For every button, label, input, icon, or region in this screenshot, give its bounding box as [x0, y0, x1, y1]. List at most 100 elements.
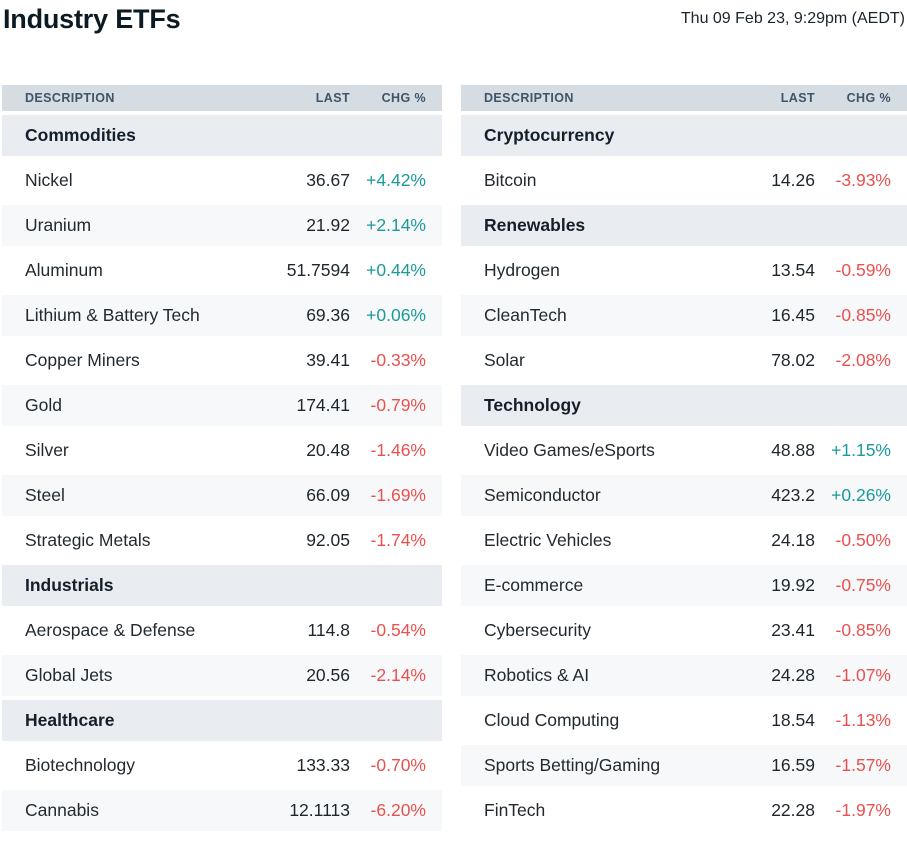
etf-row[interactable]: Cybersecurity 23.41 -0.85% — [461, 610, 907, 651]
etf-name: Sports Betting/Gaming — [484, 755, 661, 775]
etf-last-value: 16.59 — [771, 755, 815, 775]
etf-row[interactable]: Aluminum 51.7594 +0.44% — [2, 250, 442, 291]
etf-row[interactable]: FinTech 22.28 -1.97% — [461, 790, 907, 831]
page-header: Industry ETFs Thu 09 Feb 23, 9:29pm (AED… — [0, 0, 907, 46]
etf-change-percent: -0.79% — [370, 395, 426, 415]
column-header-chg: CHG % — [846, 91, 891, 105]
table-rows: Commodities Nickel 36.67 +4.42% Uranium 21.92… — [2, 115, 442, 831]
etf-name: CleanTech — [484, 305, 567, 325]
column-header-description: DESCRIPTION — [484, 91, 574, 105]
etf-last-value: 48.88 — [771, 440, 815, 460]
section-label: Commodities — [25, 125, 136, 145]
etf-change-percent: -1.69% — [370, 485, 426, 505]
etf-row[interactable]: Gold 174.41 -0.79% — [2, 385, 442, 426]
etf-last-value: 66.09 — [306, 485, 350, 505]
etf-name: Bitcoin — [484, 170, 537, 190]
etf-row[interactable]: Lithium & Battery Tech 69.36 +0.06% — [2, 295, 442, 336]
etf-row[interactable]: Cannabis 12.1113 -6.20% — [2, 790, 442, 831]
etf-change-percent: -0.33% — [370, 350, 426, 370]
etf-change-percent: -1.74% — [370, 530, 426, 550]
section-row: Technology — [461, 385, 907, 426]
etf-change-percent: -1.57% — [835, 755, 891, 775]
section-row: Commodities — [2, 115, 442, 156]
etf-row[interactable]: Biotechnology 133.33 -0.70% — [2, 745, 442, 786]
etf-last-value: 12.1113 — [289, 800, 350, 820]
etf-row[interactable]: Cloud Computing 18.54 -1.13% — [461, 700, 907, 741]
etf-change-percent: +4.42% — [366, 170, 426, 190]
page-title: Industry ETFs — [3, 4, 181, 34]
etf-name: Robotics & AI — [484, 665, 590, 685]
etf-row[interactable]: E-commerce 19.92 -0.75% — [461, 565, 907, 606]
etf-row[interactable]: Aerospace & Defense 114.8 -0.54% — [2, 610, 442, 651]
etf-name: Steel — [25, 485, 65, 505]
etf-change-percent: -3.93% — [835, 170, 891, 190]
etf-row[interactable]: Silver 20.48 -1.46% — [2, 430, 442, 471]
etf-last-value: 16.45 — [771, 305, 815, 325]
section-label: Technology — [484, 395, 581, 415]
etf-last-value: 92.05 — [306, 530, 350, 550]
etf-last-value: 13.54 — [771, 260, 815, 280]
etf-last-value: 423.2 — [771, 485, 815, 505]
etf-change-percent: -0.85% — [835, 305, 891, 325]
column-header-last: LAST — [315, 91, 350, 105]
etf-last-value: 19.92 — [771, 575, 815, 595]
etf-last-value: 20.48 — [306, 440, 350, 460]
etf-row[interactable]: Bitcoin 14.26 -3.93% — [461, 160, 907, 201]
etf-row[interactable]: Hydrogen 13.54 -0.59% — [461, 250, 907, 291]
etf-tables: DESCRIPTION LAST CHG % Commodities Nickel… — [0, 85, 907, 835]
etf-change-percent: -1.13% — [835, 710, 891, 730]
etf-row[interactable]: Copper Miners 39.41 -0.33% — [2, 340, 442, 381]
etf-change-percent: +0.06% — [366, 305, 426, 325]
etf-change-percent: -1.97% — [835, 800, 891, 820]
etf-row[interactable]: Semiconductor 423.2 +0.26% — [461, 475, 907, 516]
section-label: Healthcare — [25, 710, 115, 730]
etf-last-value: 23.41 — [771, 620, 815, 640]
etf-row[interactable]: Nickel 36.67 +4.42% — [2, 160, 442, 201]
etf-name: Cannabis — [25, 800, 99, 820]
etf-row[interactable]: Sports Betting/Gaming 16.59 -1.57% — [461, 745, 907, 786]
etf-name: Cybersecurity — [484, 620, 591, 640]
etf-row[interactable]: Video Games/eSports 48.88 +1.15% — [461, 430, 907, 471]
etf-name: Cloud Computing — [484, 710, 620, 730]
etf-name: Uranium — [25, 215, 92, 235]
etf-row[interactable]: Global Jets 20.56 -2.14% — [2, 655, 442, 696]
etf-name: Gold — [25, 395, 62, 415]
section-row: Industrials — [2, 565, 442, 606]
etf-change-percent: +2.14% — [366, 215, 426, 235]
etf-row[interactable]: Steel 66.09 -1.69% — [2, 475, 442, 516]
etf-row[interactable]: CleanTech 16.45 -0.85% — [461, 295, 907, 336]
etf-last-value: 22.28 — [771, 800, 815, 820]
section-row: Healthcare — [2, 700, 442, 741]
column-header-description: DESCRIPTION — [25, 91, 115, 105]
etf-name: Video Games/eSports — [484, 440, 655, 460]
table-rows: Cryptocurrency Bitcoin 14.26 -3.93% Renewabl… — [461, 115, 907, 831]
etf-change-percent: -2.08% — [835, 350, 891, 370]
etf-name: Semiconductor — [484, 485, 601, 505]
etf-name: Nickel — [25, 170, 73, 190]
etf-name: FinTech — [484, 800, 546, 820]
etf-name: Silver — [25, 440, 69, 460]
etf-name: Hydrogen — [484, 260, 560, 280]
etf-name: Lithium & Battery Tech — [25, 305, 200, 325]
etf-change-percent: -0.59% — [835, 260, 891, 280]
etf-row[interactable]: Robotics & AI 24.28 -1.07% — [461, 655, 907, 696]
etf-last-value: 14.26 — [771, 170, 815, 190]
etf-change-percent: -0.50% — [835, 530, 891, 550]
etf-row[interactable]: Solar 78.02 -2.08% — [461, 340, 907, 381]
etf-last-value: 18.54 — [771, 710, 815, 730]
etf-last-value: 69.36 — [306, 305, 350, 325]
etf-row[interactable]: Electric Vehicles 24.18 -0.50% — [461, 520, 907, 561]
etf-row[interactable]: Uranium 21.92 +2.14% — [2, 205, 442, 246]
column-header-chg: CHG % — [381, 91, 426, 105]
etf-change-percent: -0.70% — [370, 755, 426, 775]
etf-change-percent: -0.85% — [835, 620, 891, 640]
etf-last-value: 36.67 — [306, 170, 350, 190]
section-row: Cryptocurrency — [461, 115, 907, 156]
etf-change-percent: -6.20% — [370, 800, 426, 820]
etf-name: Copper Miners — [25, 350, 140, 370]
etf-change-percent: -1.07% — [835, 665, 891, 685]
etf-name: Global Jets — [25, 665, 113, 685]
etf-change-percent: +0.26% — [831, 485, 891, 505]
etf-change-percent: -0.75% — [835, 575, 891, 595]
etf-row[interactable]: Strategic Metals 92.05 -1.74% — [2, 520, 442, 561]
